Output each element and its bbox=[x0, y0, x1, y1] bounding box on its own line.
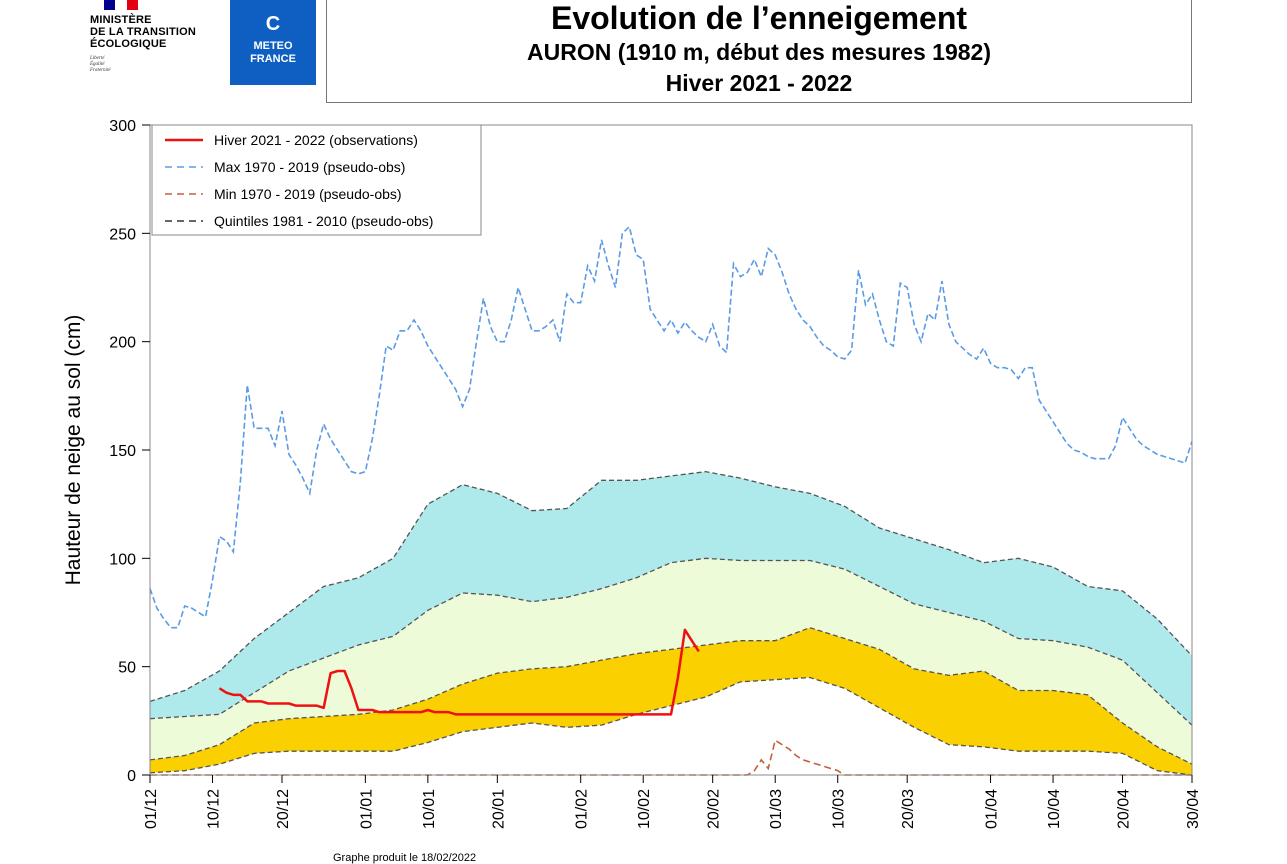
legend: Hiver 2021 - 2022 (observations) Max 1970… bbox=[151, 124, 482, 236]
x-tick-label: 10/12 bbox=[206, 789, 223, 829]
legend-label-3: Min 1970 - 2019 (pseudo-obs) bbox=[214, 186, 402, 202]
y-tick-label: 0 bbox=[127, 768, 136, 785]
x-tick-label: 10/03 bbox=[831, 789, 848, 829]
motto-line-2: Égalité bbox=[90, 62, 105, 67]
x-tick-label: 01/03 bbox=[768, 789, 785, 829]
x-tick-label: 01/02 bbox=[574, 789, 591, 829]
meteo-logo-line-1: METEO bbox=[253, 40, 293, 52]
ministry-logo: MINISTÈRE DE LA TRANSITION ÉCOLOGIQUE Li… bbox=[90, 0, 220, 90]
max-series-line bbox=[149, 225, 1193, 629]
x-tick-label: 01/01 bbox=[358, 789, 375, 829]
ministry-name: MINISTÈRE DE LA TRANSITION ÉCOLOGIQUE bbox=[90, 14, 196, 50]
y-tick-label: 250 bbox=[109, 226, 136, 243]
x-tick-label: 10/02 bbox=[636, 789, 653, 829]
title-box: Evolution de l’enneigement AURON (1910 m… bbox=[326, 0, 1192, 103]
quintile-line-q3 bbox=[149, 471, 1193, 702]
x-tick-label: 10/04 bbox=[1046, 789, 1063, 829]
motto-line-3: Fraternité bbox=[90, 68, 111, 73]
observation-series-line bbox=[218, 628, 700, 716]
x-tick-label: 20/02 bbox=[706, 789, 723, 829]
y-tick-label: 200 bbox=[109, 335, 136, 352]
quintile-bands bbox=[150, 471, 1192, 775]
quintile-band-1 bbox=[150, 627, 1192, 775]
legend-label-4: Quintiles 1981 - 2010 (pseudo-obs) bbox=[214, 213, 433, 229]
x-tick-label: 20/12 bbox=[275, 789, 292, 829]
y-tick-label: 100 bbox=[109, 551, 136, 568]
quintile-line-q1 bbox=[149, 626, 1193, 765]
meteo-france-logo: C METEO FRANCE bbox=[230, 0, 316, 85]
quintile-band-3 bbox=[150, 471, 1192, 726]
quintile-band-2 bbox=[150, 558, 1192, 765]
station-subtitle: AURON (1910 m, début des mesures 1982) bbox=[526, 39, 991, 65]
republic-motto: Liberté Égalité Fraternité bbox=[90, 56, 111, 74]
meteo-france-mark-icon: C bbox=[265, 13, 281, 35]
footer-note: Graphe produit le 18/02/2022 bbox=[333, 852, 477, 864]
legend-label-2: Max 1970 - 2019 (pseudo-obs) bbox=[214, 159, 405, 175]
x-axis: 01/12 10/12 20/12 01/01 10/01 20/01 01/02 10/02… bbox=[143, 775, 1202, 829]
y-axis: 0 50 100 150 200 250 300 bbox=[109, 118, 150, 785]
x-tick-label: 30/04 bbox=[1185, 789, 1202, 829]
ministry-line-2: DE LA TRANSITION bbox=[90, 26, 197, 38]
ministry-line-3: ÉCOLOGIQUE bbox=[90, 38, 167, 50]
y-tick-label: 300 bbox=[109, 118, 136, 135]
legend-box bbox=[151, 124, 482, 236]
ministry-line-1: MINISTÈRE bbox=[90, 14, 152, 26]
y-tick-label: 150 bbox=[109, 443, 136, 460]
x-tick-label: 01/04 bbox=[984, 789, 1001, 829]
legend-label-1: Hiver 2021 - 2022 (observations) bbox=[214, 132, 418, 148]
french-flag-icon bbox=[104, 0, 138, 10]
chart-title: Evolution de l’enneigement bbox=[550, 0, 968, 36]
meteo-logo-line-2: FRANCE bbox=[250, 53, 296, 65]
flag-red-stripe bbox=[126, 0, 138, 10]
season-subtitle: Hiver 2021 - 2022 bbox=[665, 70, 853, 96]
flag-white-stripe bbox=[115, 0, 127, 10]
x-tick-label: 20/01 bbox=[490, 789, 507, 829]
x-tick-label: 10/01 bbox=[421, 789, 438, 829]
motto-line-1: Liberté bbox=[90, 56, 105, 61]
y-axis-label: Hauteur de neige au sol (cm) bbox=[62, 315, 85, 586]
x-tick-label: 20/04 bbox=[1116, 789, 1133, 829]
x-tick-label: 01/12 bbox=[143, 789, 160, 829]
quintile-line-q4 bbox=[149, 676, 1193, 776]
y-tick-label: 50 bbox=[118, 660, 136, 677]
quintile-line-q2 bbox=[149, 557, 1193, 726]
flag-blue-stripe bbox=[104, 0, 116, 10]
x-tick-label: 20/03 bbox=[900, 789, 917, 829]
